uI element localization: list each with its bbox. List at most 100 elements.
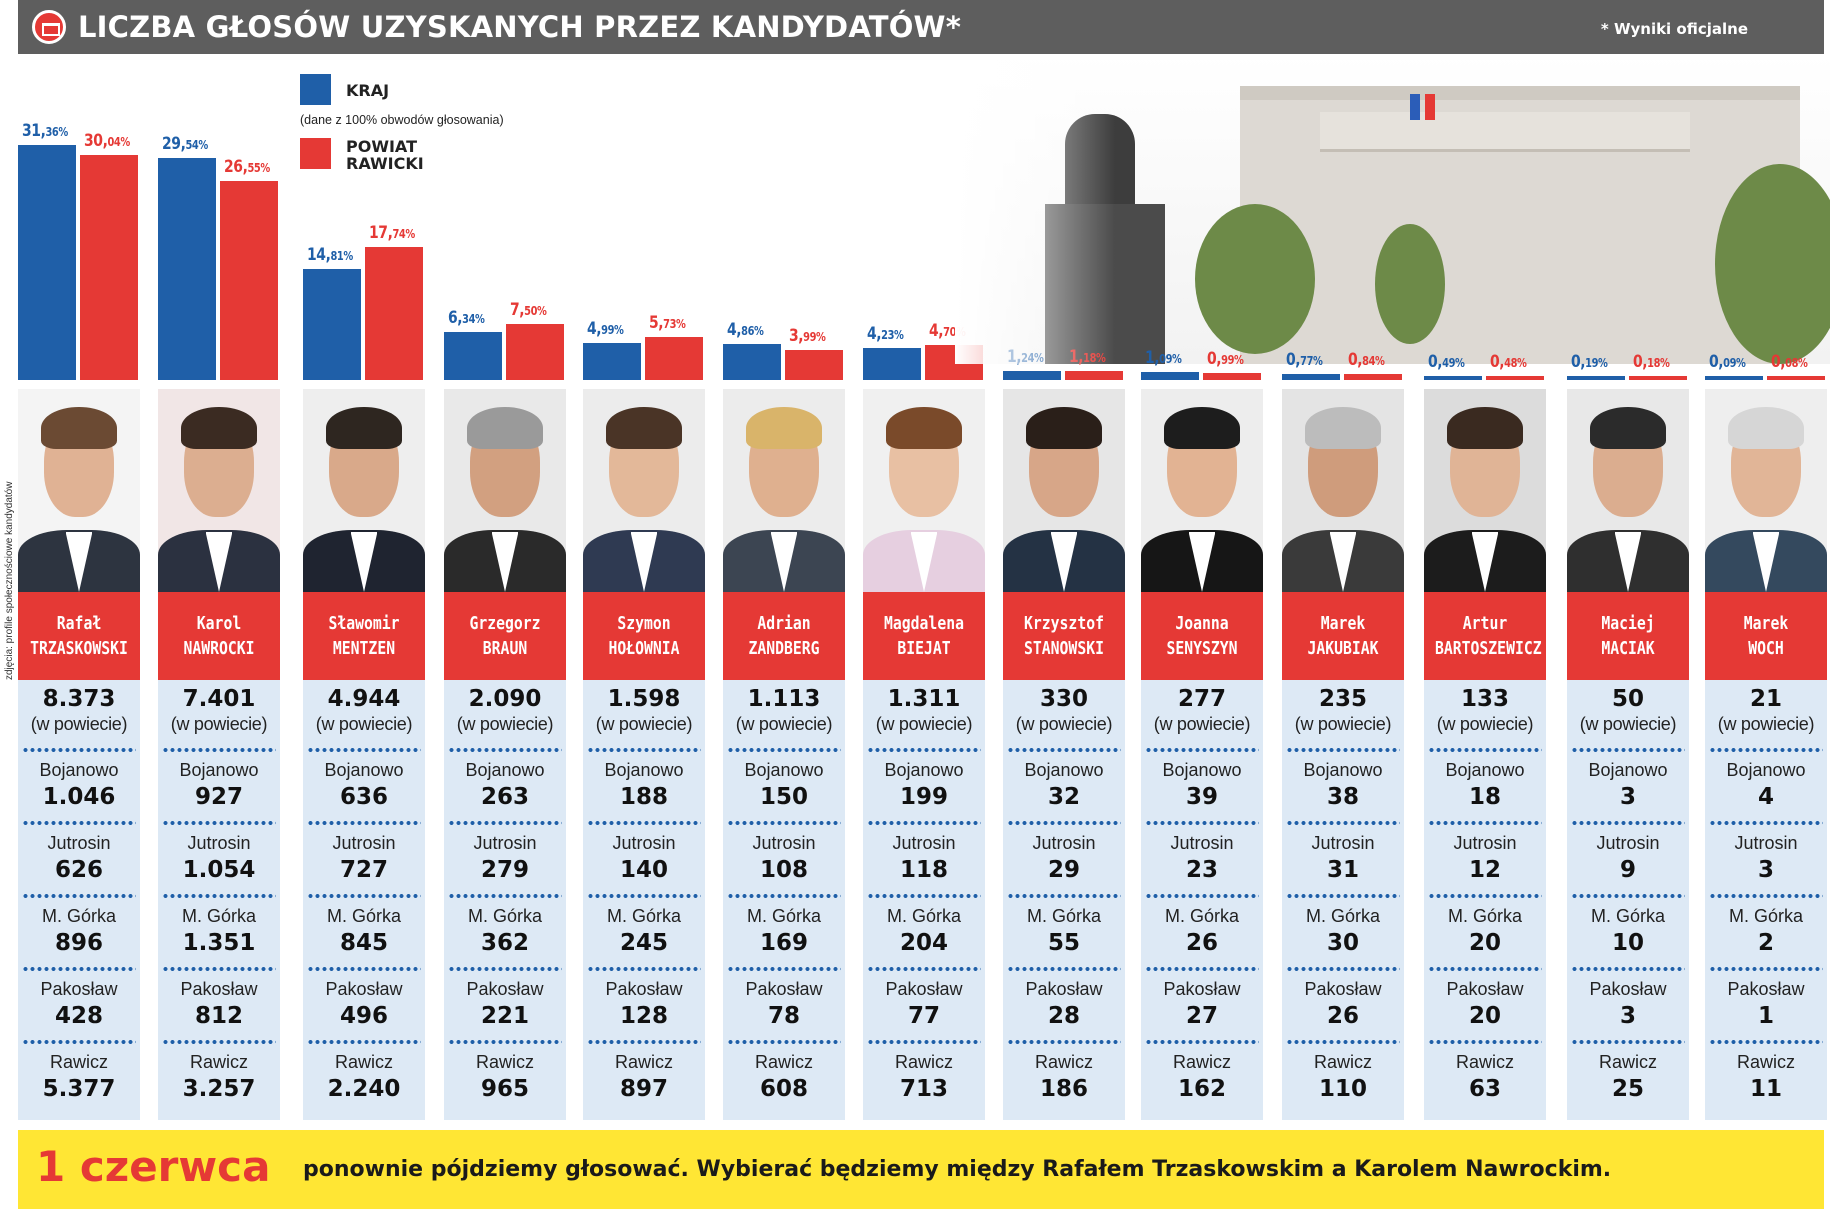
bar-powiat-12 [1767, 376, 1825, 380]
town-votes: 245 [619, 930, 668, 956]
palace-building [1240, 86, 1800, 364]
candidate-last-name: SENYSZYN [1166, 638, 1238, 659]
town-votes: 12 [1468, 857, 1501, 883]
dotted-divider [867, 967, 981, 971]
bar-powiat-4 [645, 337, 703, 380]
town-name: M. Górka [606, 906, 681, 926]
bar-powiat-8 [1203, 372, 1261, 380]
candidate-last-name: BRAUN [482, 638, 528, 659]
label-powiat-3: 7,50% [510, 299, 547, 320]
label-kraj-4: 4,99% [587, 318, 624, 339]
candidate-last-name: MACIAK [1601, 638, 1655, 659]
town-name: Pakosław [1727, 979, 1805, 999]
label-kraj-1: 29,54% [162, 134, 208, 155]
town-name: Pakosław [1025, 979, 1103, 999]
town-votes: 128 [619, 1003, 668, 1029]
header-bar: LICZBA GŁOSÓW UZYSKANYCH PRZEZ KANDYDATÓ… [18, 0, 1824, 54]
town-name: M. Górka [746, 906, 821, 926]
county-total: 4.944 [327, 686, 401, 712]
town-name: Pakosław [180, 979, 258, 999]
name-box-8: Joanna SENYSZYN [1141, 592, 1263, 680]
town-name: Jutrosin [187, 833, 251, 853]
town-votes: 39 [1185, 784, 1218, 810]
dotted-divider [587, 821, 701, 825]
dotted-divider [22, 967, 136, 971]
town-votes: 26 [1185, 930, 1218, 956]
portrait-11 [1567, 389, 1689, 592]
town-votes: 845 [339, 930, 388, 956]
town-name: Bojanowo [744, 760, 824, 780]
candidate-first-name: Szymon [617, 613, 671, 634]
dotted-divider [1286, 1040, 1400, 1044]
data-column-8: 277 (w powiecie) Bojanowo 39 Jutrosin 23 M. Gó… [1141, 680, 1263, 1120]
dotted-divider [448, 748, 562, 752]
town-votes: 118 [899, 857, 948, 883]
dotted-divider [22, 821, 136, 825]
data-column-10: 133 (w powiecie) Bojanowo 18 Jutrosin 12 M. Gó… [1424, 680, 1546, 1120]
town-name: Jutrosin [1170, 833, 1234, 853]
dotted-divider [1286, 967, 1400, 971]
page-title: LICZBA GŁOSÓW UZYSKANYCH PRZEZ KANDYDATÓ… [78, 10, 962, 44]
town-name: M. Górka [1026, 906, 1101, 926]
label-kraj-10: 0,49% [1428, 352, 1465, 372]
dotted-divider [1709, 894, 1823, 898]
town-votes: 636 [339, 784, 388, 810]
town-name: M. Górka [1305, 906, 1380, 926]
label-kraj-12: 0,09% [1709, 352, 1746, 372]
town-votes: 9 [1619, 857, 1636, 883]
label-powiat-9: 0,84% [1348, 349, 1385, 370]
dotted-divider [1428, 1040, 1542, 1044]
dotted-divider [307, 748, 421, 752]
label-kraj-9: 0,77% [1286, 350, 1323, 371]
town-name: Bojanowo [884, 760, 964, 780]
bar-kraj-11 [1567, 376, 1625, 380]
town-name: Bojanowo [1588, 760, 1668, 780]
county-total: 1.113 [747, 686, 821, 712]
town-votes: 965 [480, 1076, 529, 1102]
candidate-last-name: BARTOSZEWICZ [1434, 638, 1542, 659]
dotted-divider [1709, 821, 1823, 825]
town-name: M. Górka [467, 906, 542, 926]
town-name: M. Górka [181, 906, 256, 926]
town-name: Bojanowo [1024, 760, 1104, 780]
data-column-2: 4.944 (w powiecie) Bojanowo 636 Jutrosin 727 M… [303, 680, 425, 1120]
town-votes: 896 [54, 930, 103, 956]
town-votes: 77 [907, 1003, 940, 1029]
town-votes: 63 [1468, 1076, 1501, 1102]
name-box-4: Szymon HOŁOWNIA [583, 592, 705, 680]
dotted-divider [727, 894, 841, 898]
town-name: Jutrosin [473, 833, 537, 853]
candidate-first-name: Krzysztof [1023, 613, 1104, 634]
candidate-last-name: BIEJAT [897, 638, 951, 659]
town-votes: 23 [1185, 857, 1218, 883]
town-name: Rawicz [754, 1052, 813, 1072]
town-votes: 626 [54, 857, 103, 883]
town-name: Bojanowo [1303, 760, 1383, 780]
town-votes: 10 [1611, 930, 1644, 956]
dotted-divider [1145, 894, 1259, 898]
town-name: Rawicz [1455, 1052, 1514, 1072]
dotted-divider [587, 894, 701, 898]
legend-powiat-swatch [300, 138, 331, 169]
dotted-divider [307, 821, 421, 825]
county-total-suffix: (w powiecie) [315, 714, 413, 734]
town-votes: 204 [899, 930, 948, 956]
label-powiat-1: 26,55% [224, 156, 270, 177]
bar-kraj-9 [1282, 374, 1340, 380]
name-box-11: Maciej MACIAK [1567, 592, 1689, 680]
dotted-divider [1007, 1040, 1121, 1044]
town-votes: 897 [619, 1076, 668, 1102]
town-name: Bojanowo [324, 760, 404, 780]
dotted-divider [448, 894, 562, 898]
tree-middle [1375, 224, 1445, 344]
portrait-0 [18, 389, 140, 592]
data-column-0: 8.373 (w powiecie) Bojanowo 1.046 Jutrosin 62… [18, 680, 140, 1120]
legend-kraj-swatch [300, 74, 331, 105]
town-votes: 608 [759, 1076, 808, 1102]
county-total: 235 [1318, 686, 1367, 712]
town-votes: 496 [339, 1003, 388, 1029]
eu-flag [1410, 94, 1420, 120]
official-results-note: * Wyniki oficjalne [1600, 20, 1748, 38]
label-kraj-5: 4,86% [727, 319, 764, 340]
label-kraj-0: 31,36% [22, 120, 68, 141]
